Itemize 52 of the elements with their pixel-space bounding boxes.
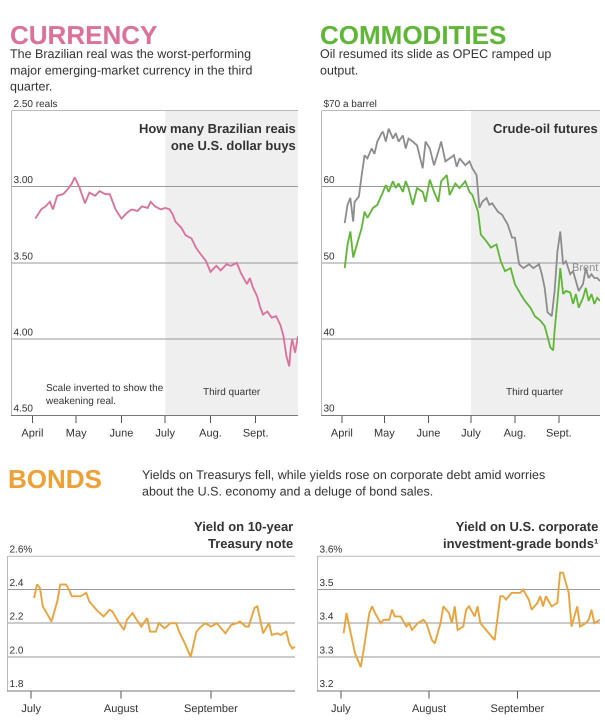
chart-title: CURRENCY xyxy=(10,20,158,50)
band-label: Third quarter xyxy=(506,387,564,398)
y-tick-label: 40 xyxy=(324,327,336,338)
x-tick-label: June xyxy=(110,427,134,440)
y-tick-label: 4.50 xyxy=(14,404,34,415)
series-label: Brent xyxy=(572,262,598,274)
x-tick-label: Sept. xyxy=(546,427,572,440)
y-tick-label: 2.50 reals xyxy=(14,98,58,110)
y-tick-label: $70 a barrel xyxy=(324,98,377,110)
y-tick-label: 3.6% xyxy=(320,544,342,556)
y-tick-label: 3.50 xyxy=(14,251,34,262)
y-tick-label: 2.6% xyxy=(10,544,32,556)
y-tick-label: 3.00 xyxy=(14,175,34,186)
text: Yield on U.S. corporate investment-grade bonds¹ xyxy=(443,519,598,551)
y-tick-label: 3.4 xyxy=(320,612,334,623)
band-label: Third quarter xyxy=(203,387,261,398)
y-tick-label: 3.3 xyxy=(320,645,334,656)
y-tick-label: 1.8 xyxy=(10,679,24,690)
x-tick-label: April xyxy=(330,427,353,440)
x-tick-label: Aug. xyxy=(199,427,222,440)
y-tick-label: 2.0 xyxy=(10,645,24,656)
x-tick-label: July xyxy=(461,427,482,440)
x-tick-label: September xyxy=(490,702,545,715)
x-tick-label: July xyxy=(155,427,176,440)
annotation: Scale inverted to show the weakening real. xyxy=(45,383,164,407)
text: Yield on 10-year Treasury note xyxy=(194,519,294,551)
chart-title: BONDS xyxy=(8,464,102,494)
y-tick-label: 30 xyxy=(324,404,336,415)
x-tick-label: September xyxy=(184,702,238,715)
x-tick-label: May xyxy=(66,427,88,440)
x-tick-label: May xyxy=(374,427,396,440)
chart-subtitle: The Brazilian real was the worst-performing major emerging-market currency in the third quarter. xyxy=(10,47,252,94)
y-tick-label: 60 xyxy=(324,175,336,186)
x-tick-label: June xyxy=(416,427,440,440)
annotation: How many Brazilian reais one U.S. dollar buys xyxy=(139,121,296,153)
x-tick-label: April xyxy=(21,427,44,440)
chart-title: COMMODITIES xyxy=(320,20,506,50)
x-tick-label: Sept. xyxy=(242,427,269,440)
x-tick-label: July xyxy=(21,702,42,715)
y-tick-label: 3.2 xyxy=(320,679,334,690)
annotation: Crude-oil futures xyxy=(493,121,598,136)
y-tick-label: 2.4 xyxy=(10,578,24,590)
y-tick-label: 3.5 xyxy=(320,578,334,590)
x-tick-label: July xyxy=(331,702,352,715)
x-tick-label: August xyxy=(104,702,138,715)
y-tick-label: 4.00 xyxy=(14,327,34,338)
y-tick-label: 50 xyxy=(324,251,336,262)
y-tick-label: 2.2 xyxy=(10,612,24,623)
text: Yields on Treasurys fell, while yields rose on corporate debt amid worries about the U.S. economy and a deluge of bond sales. xyxy=(142,468,546,498)
x-tick-label: Aug. xyxy=(504,427,526,440)
chart-subtitle: Oil resumed its slide as OPEC ramped up output. xyxy=(320,47,552,78)
x-tick-label: August xyxy=(412,702,446,715)
